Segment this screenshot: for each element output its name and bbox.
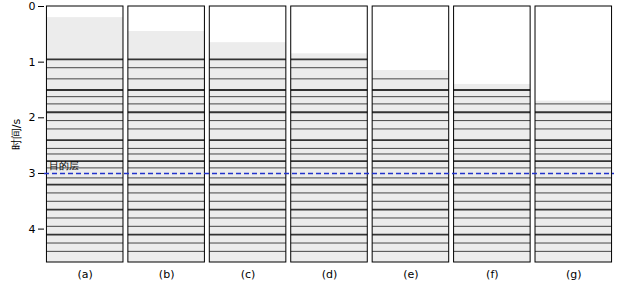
svg-text:(a): (a) <box>78 268 93 281</box>
svg-text:4: 4 <box>29 223 36 236</box>
svg-text:(b): (b) <box>159 268 175 281</box>
svg-text:目的层: 目的层 <box>49 160 79 171</box>
svg-text:2: 2 <box>29 111 36 124</box>
svg-text:1: 1 <box>29 56 36 69</box>
svg-text:(g): (g) <box>566 268 582 281</box>
svg-text:3: 3 <box>29 167 36 180</box>
svg-text:时间/s: 时间/s <box>10 119 23 151</box>
svg-text:0: 0 <box>29 0 36 13</box>
svg-text:(c): (c) <box>241 268 256 281</box>
svg-text:(d): (d) <box>322 268 338 281</box>
svg-text:(e): (e) <box>403 268 418 281</box>
svg-text:(f): (f) <box>486 268 498 281</box>
